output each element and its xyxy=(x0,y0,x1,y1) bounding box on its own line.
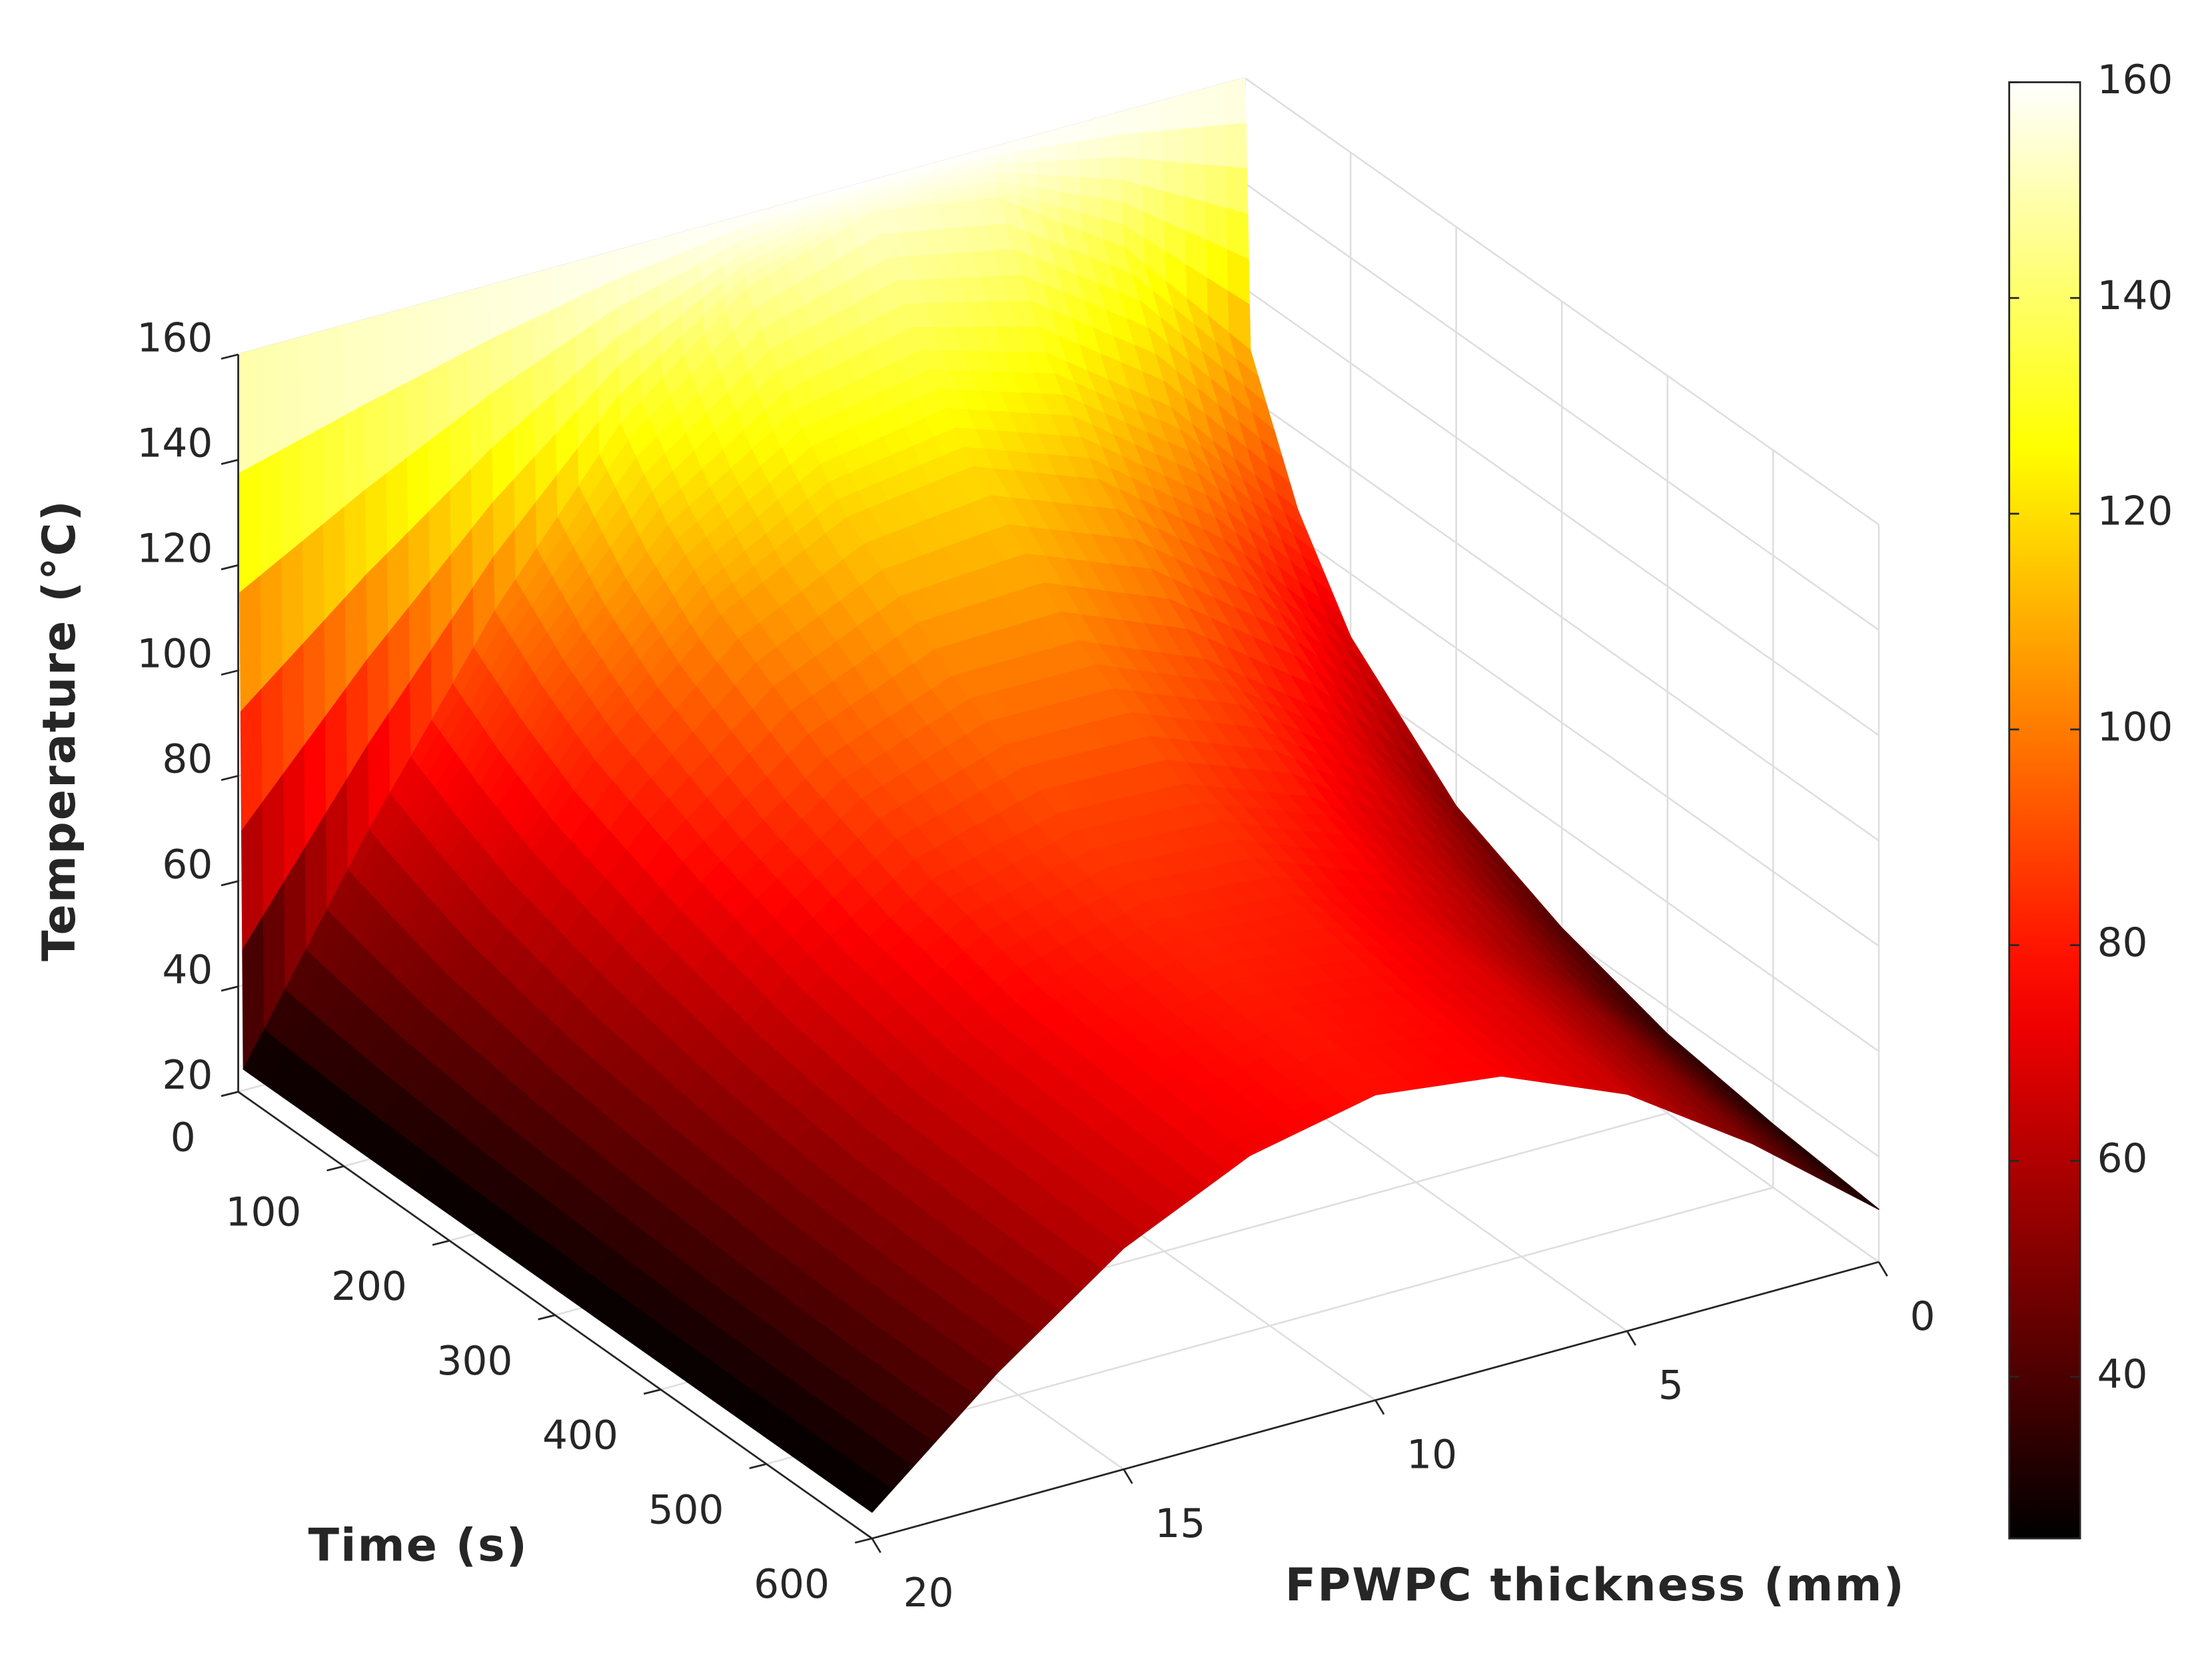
y-tick xyxy=(432,1239,450,1246)
y-tick xyxy=(538,1314,556,1321)
surface-patch xyxy=(301,427,324,542)
surface-patch xyxy=(1056,141,1080,162)
y-tick-label: 200 xyxy=(331,1264,407,1310)
colorbar xyxy=(2008,81,2081,1540)
surface-patch xyxy=(1225,166,1249,215)
z-tick xyxy=(221,353,239,360)
colorbar-tick-label: 160 xyxy=(2097,57,2173,103)
z-tick-label: 100 xyxy=(137,632,213,678)
z-tick-label: 160 xyxy=(137,315,213,361)
y-tick-label: 0 xyxy=(171,1115,196,1161)
surface-patch xyxy=(405,302,429,384)
surface-patch xyxy=(363,313,387,406)
surface-patch xyxy=(343,404,366,508)
surface-patch xyxy=(239,574,263,713)
axis-line xyxy=(871,1261,1880,1540)
y-tick xyxy=(643,1388,662,1395)
surface-patch xyxy=(1183,163,1207,204)
surface-patch xyxy=(426,296,450,373)
surface-patch xyxy=(364,393,388,490)
colorbar-tick-label: 80 xyxy=(2097,920,2148,966)
x-tick xyxy=(1375,1399,1385,1415)
y-tick xyxy=(749,1462,767,1470)
z-tick-label: 140 xyxy=(137,420,213,466)
z-tick xyxy=(221,669,239,676)
z-tick-label: 80 xyxy=(162,737,213,783)
y-axis-label: Time (s) xyxy=(308,1520,528,1572)
x-tick-label: 10 xyxy=(1406,1432,1457,1478)
colorbar-tick-label: 60 xyxy=(2097,1136,2148,1182)
surface-patch xyxy=(1099,157,1123,181)
surface-patch xyxy=(1119,133,1143,161)
z-tick-label: 40 xyxy=(162,947,213,993)
x-tick xyxy=(871,1538,881,1554)
surface-patch xyxy=(322,415,346,525)
surface-patch xyxy=(1015,161,1039,176)
surface-patch xyxy=(1160,95,1184,132)
surface-patch xyxy=(239,461,262,594)
axes: 20 40 60 80 100 120 140 160 0 100 200 300 400 500 600 0… xyxy=(137,315,1936,1616)
surface-patch xyxy=(1077,138,1101,161)
z-tick xyxy=(221,985,239,992)
x-axis-label: FPWPC thickness (mm) xyxy=(1285,1559,1906,1612)
surface-patch xyxy=(1140,131,1164,163)
x-tick-label: 5 xyxy=(1658,1363,1684,1409)
z-axis-label: Temperature (°C) xyxy=(33,499,86,961)
colorbar-tick-label: 100 xyxy=(2097,704,2173,750)
surface-patch xyxy=(1223,77,1247,126)
x-tick-label: 20 xyxy=(903,1570,954,1616)
y-tick xyxy=(326,1165,344,1172)
surface-patch xyxy=(321,324,345,428)
surface-patch xyxy=(259,450,283,576)
surface-patch xyxy=(1204,164,1227,209)
y-tick-label: 100 xyxy=(226,1189,302,1235)
surface-patch xyxy=(384,308,408,395)
surface-patch xyxy=(1076,117,1100,143)
z-tick-label: 20 xyxy=(162,1053,213,1099)
z-tick-label: 60 xyxy=(162,842,213,888)
z-tick xyxy=(221,564,239,570)
z-tick xyxy=(221,775,239,782)
surface-patch xyxy=(1139,100,1163,134)
surface-patch xyxy=(1036,160,1060,177)
surface xyxy=(237,77,1880,1513)
surface-patch xyxy=(1840,1183,1880,1210)
y-tick xyxy=(854,1537,873,1544)
surface-patch xyxy=(1078,158,1102,180)
surface-patch xyxy=(1224,123,1248,170)
surface-patch xyxy=(342,319,366,417)
surface-patch xyxy=(447,290,471,362)
x-tick-label: 0 xyxy=(1910,1294,1936,1340)
z-tick-label: 120 xyxy=(137,526,213,572)
y-tick-label: 300 xyxy=(437,1339,513,1384)
z-tick xyxy=(221,880,239,887)
colorbar-tick-label: 140 xyxy=(2097,273,2173,319)
surface-patch xyxy=(1098,134,1122,160)
surface-patch xyxy=(1161,129,1185,164)
y-tick-label: 400 xyxy=(542,1413,618,1459)
surface-patch xyxy=(279,336,303,452)
x-tick-label: 15 xyxy=(1155,1501,1205,1547)
surface-patch xyxy=(280,438,304,559)
surface-patch xyxy=(1203,125,1227,168)
y-tick xyxy=(221,1091,239,1097)
surface-patch xyxy=(1202,83,1226,128)
surface-patch xyxy=(1057,159,1081,179)
surface-patch xyxy=(1182,127,1206,166)
surface-patch xyxy=(1035,145,1059,163)
surface-patch xyxy=(259,342,282,463)
colorbar-tick-label: 40 xyxy=(2097,1352,2148,1398)
x-tick xyxy=(1123,1468,1133,1484)
y-tick-label: 600 xyxy=(754,1562,830,1608)
y-tick-label: 500 xyxy=(648,1487,724,1533)
x-tick xyxy=(1626,1331,1637,1346)
surface-patch xyxy=(1097,112,1121,139)
x-tick xyxy=(1878,1261,1888,1277)
colorbar-tick-label: 120 xyxy=(2097,489,2173,535)
z-tick xyxy=(221,458,239,465)
surface-patch xyxy=(300,330,324,440)
surface-patch xyxy=(237,348,261,474)
surface-patch xyxy=(1181,89,1205,130)
